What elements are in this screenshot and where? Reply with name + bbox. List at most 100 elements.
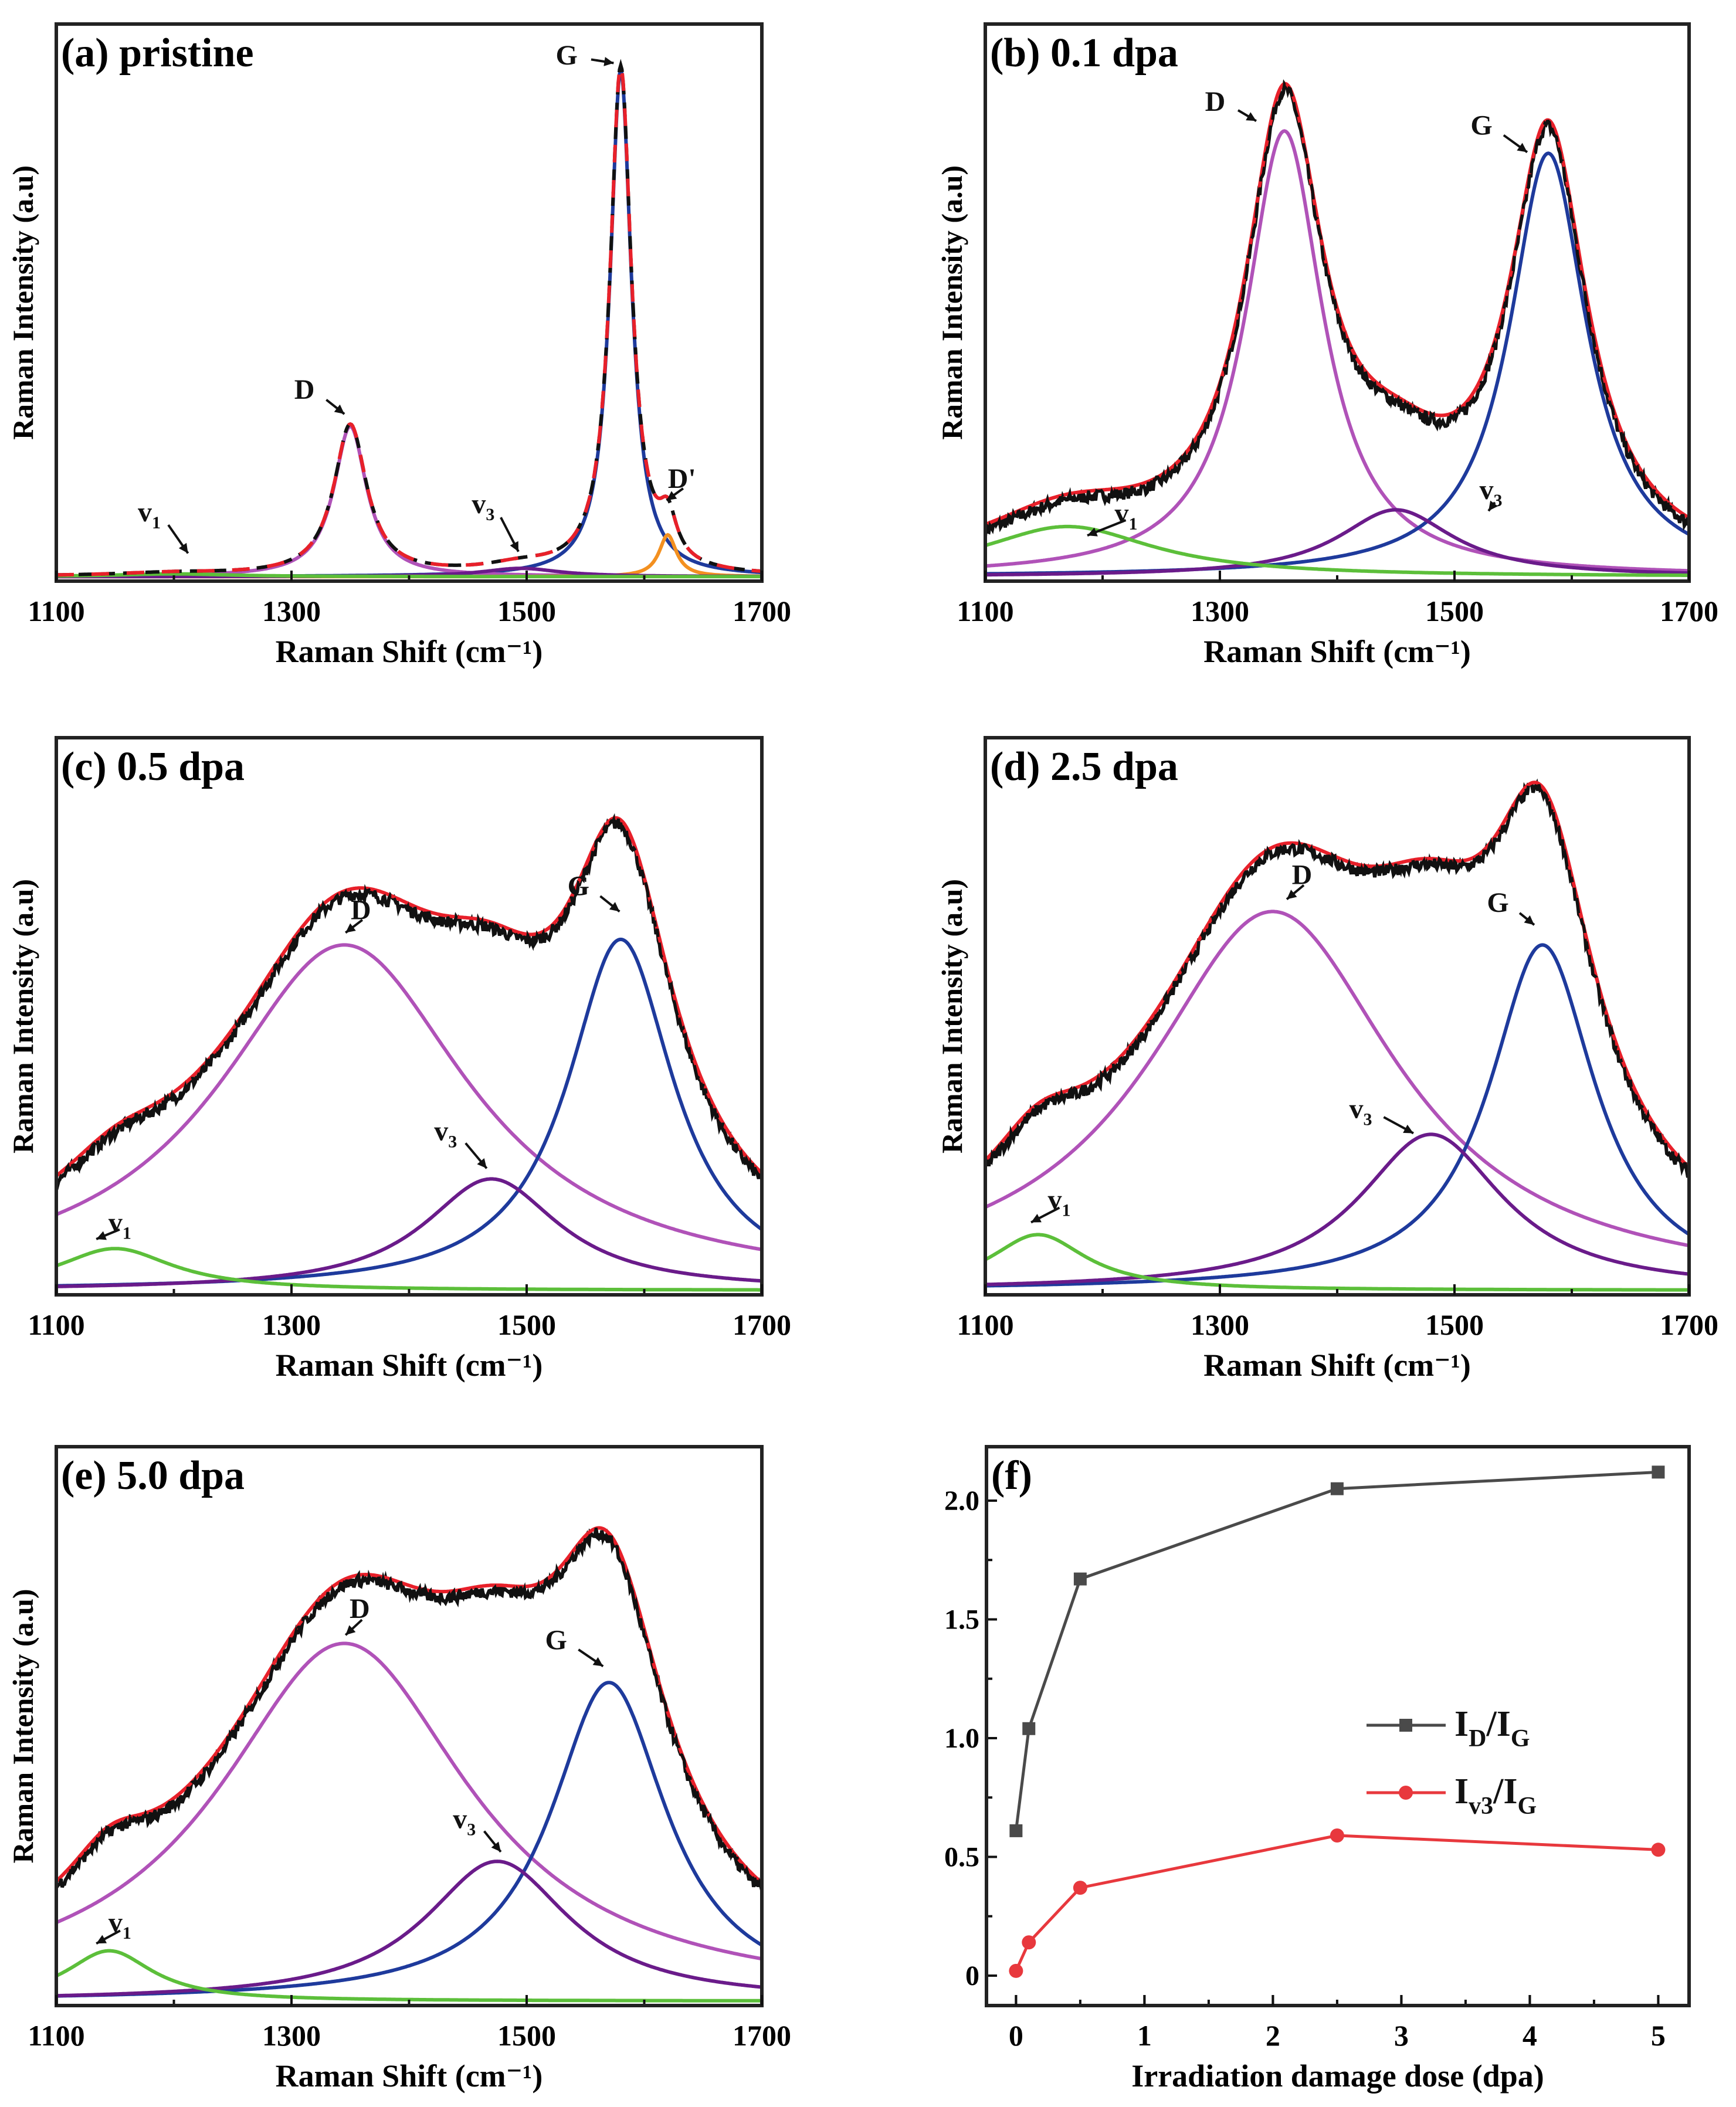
y-tick-label: 1.0 bbox=[944, 1723, 979, 1754]
legend-subscript: D bbox=[1469, 1725, 1486, 1752]
peak-label: v3 bbox=[1350, 1094, 1372, 1129]
peak-label-subscript: 1 bbox=[1062, 1200, 1071, 1220]
peak-label: v1 bbox=[1115, 498, 1138, 534]
experimental-dashed-curve bbox=[985, 80, 1689, 537]
x-tick-label: 1100 bbox=[957, 595, 1013, 627]
peak-D-curve bbox=[56, 1641, 762, 1961]
peak-label-text: G bbox=[568, 871, 589, 902]
peak-label-text: v bbox=[472, 488, 486, 520]
plot-area bbox=[985, 778, 1689, 1292]
x-tick-label: 1300 bbox=[1191, 595, 1249, 627]
y-axis-label: Raman Intensity (a.u) bbox=[6, 1589, 39, 1863]
peak-label: v3 bbox=[1480, 474, 1503, 510]
arrow-head-icon bbox=[1517, 142, 1527, 152]
peak-v3-curve bbox=[56, 1860, 762, 1998]
peak-label-text: G bbox=[545, 1625, 567, 1656]
peak-label-text: v bbox=[1480, 474, 1494, 505]
legend-marker-square bbox=[1399, 1719, 1412, 1732]
peak-label-text: G bbox=[1470, 110, 1492, 141]
arrow-head-icon bbox=[1031, 1214, 1042, 1223]
x-tick-label: 0 bbox=[1009, 2019, 1023, 2052]
experimental-curve bbox=[56, 813, 762, 1190]
x-tick-label: 1500 bbox=[1425, 595, 1484, 627]
peak-label-text: G bbox=[556, 40, 578, 71]
peak-label: G bbox=[1487, 887, 1508, 918]
plot-frame bbox=[55, 1445, 764, 2007]
series-line-1 bbox=[1015, 1834, 1659, 1972]
panel-title: (c) 0.5 dpa bbox=[61, 744, 245, 789]
peak-label: G bbox=[556, 40, 578, 71]
arrow-head-icon bbox=[1287, 890, 1297, 900]
peak-label: v3 bbox=[453, 1804, 476, 1840]
y-tick-label: 0.5 bbox=[944, 1841, 979, 1872]
experimental-dashed-curve bbox=[985, 779, 1689, 1178]
peak-label: v1 bbox=[1048, 1184, 1071, 1220]
peak-label-subscript: 1 bbox=[1129, 514, 1138, 534]
y-axis-label: Raman Intensity (a.u) bbox=[935, 165, 968, 440]
plot-frame bbox=[55, 736, 764, 1297]
peak-label: D bbox=[294, 374, 315, 405]
legend-text: /I bbox=[1486, 1704, 1510, 1744]
peak-G-curve bbox=[56, 1681, 762, 1998]
peak-label-subscript: 3 bbox=[467, 1820, 476, 1840]
peak-label-text: G bbox=[1487, 887, 1508, 918]
x-tick-label: 1300 bbox=[1191, 1308, 1249, 1341]
experimental-dashed-curve bbox=[56, 814, 762, 1190]
x-tick-label: 1500 bbox=[497, 595, 556, 627]
panel-title: (d) 2.5 dpa bbox=[990, 744, 1178, 789]
x-tick-label: 1100 bbox=[957, 1308, 1013, 1341]
peak-label: v1 bbox=[108, 1907, 131, 1943]
x-axis-label: Irradiation damage dose (dpa) bbox=[1131, 2058, 1544, 2094]
peak-label-text: D bbox=[350, 1593, 370, 1624]
peak-v3-curve bbox=[985, 1132, 1689, 1287]
arrow-head-icon bbox=[1524, 915, 1534, 925]
peak-label: D bbox=[1205, 86, 1226, 117]
panel-title: (b) 0.1 dpa bbox=[990, 30, 1178, 76]
x-tick-label: 1700 bbox=[733, 2019, 791, 2052]
x-tick-label: 1700 bbox=[1660, 595, 1718, 627]
x-tick-label: 4 bbox=[1523, 2019, 1537, 2052]
x-tick-label: 1500 bbox=[497, 1308, 556, 1341]
x-tick-label: 1100 bbox=[28, 2019, 84, 2052]
x-tick-label: 1100 bbox=[28, 1308, 84, 1341]
peak-label-subscript: 1 bbox=[152, 513, 161, 532]
y-tick-label: 0 bbox=[965, 1960, 979, 1991]
legend-subscript: G bbox=[1511, 1725, 1530, 1752]
arrow-head-icon bbox=[334, 404, 345, 414]
fit-curve bbox=[985, 781, 1689, 1169]
x-tick-label: 1500 bbox=[497, 2019, 556, 2052]
fit-curve bbox=[56, 1526, 762, 1885]
peak-label-subscript: 1 bbox=[123, 1923, 131, 1943]
peak-label: v1 bbox=[138, 497, 161, 532]
data-point-circle bbox=[1330, 1828, 1344, 1843]
x-tick-label: 1300 bbox=[262, 2019, 321, 2052]
plot-area bbox=[1009, 1465, 1666, 1978]
peak-label: G bbox=[545, 1625, 567, 1656]
peak-v1-curve bbox=[985, 524, 1689, 577]
peak-G-curve bbox=[56, 63, 762, 578]
y-axis-label: Raman Intensity (a.u) bbox=[935, 879, 968, 1153]
arrow-head-icon bbox=[1246, 112, 1256, 121]
panel-e: D Gv3 v1 Raman Intensity (a.u) 1100 1300 1500 1… bbox=[6, 1445, 791, 2094]
arrow-head-icon bbox=[592, 1657, 603, 1667]
data-point-circle bbox=[1651, 1843, 1666, 1857]
arrow-head-icon bbox=[178, 542, 188, 554]
arrow-head-icon bbox=[1403, 1124, 1413, 1134]
arrow-head-icon bbox=[1087, 527, 1098, 537]
peak-label: D bbox=[350, 1593, 370, 1624]
peak-D-curve bbox=[56, 424, 762, 578]
peak-label-text: v bbox=[138, 497, 152, 528]
y-axis-label: Raman Intensity (a.u) bbox=[6, 879, 39, 1153]
x-tick-label: 1300 bbox=[262, 1308, 321, 1341]
series-line-0 bbox=[1014, 1470, 1659, 1831]
peak-label: G bbox=[568, 871, 589, 902]
plot-frame bbox=[985, 1445, 1691, 2007]
legend-text: I bbox=[1454, 1704, 1469, 1744]
panel-title: (f) bbox=[991, 1453, 1032, 1498]
peak-label: v3 bbox=[434, 1116, 457, 1152]
x-tick-label: 2 bbox=[1266, 2019, 1280, 2052]
peak-label-subscript: 3 bbox=[486, 505, 494, 524]
